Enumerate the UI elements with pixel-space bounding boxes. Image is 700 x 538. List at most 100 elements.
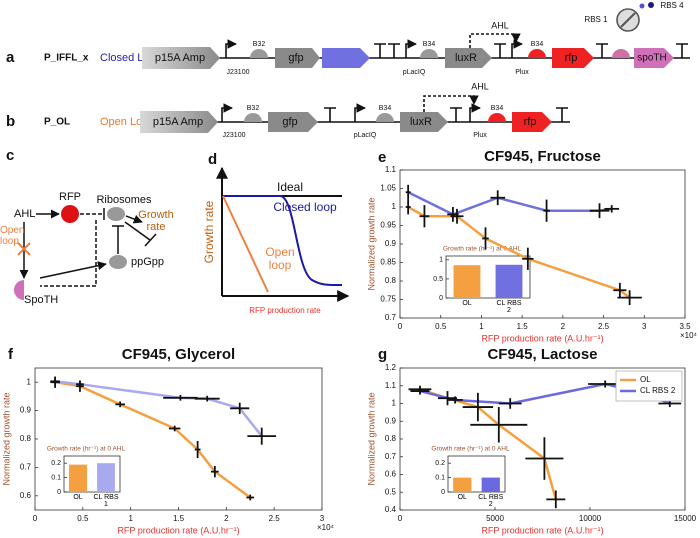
x-tick-label: 3 (320, 514, 325, 523)
x-tick-label: 1.5 (517, 322, 529, 331)
curve-label: Ideal (277, 180, 303, 194)
construct-name: P_IFFL_x (44, 53, 89, 64)
regulation (469, 33, 521, 48)
panel-d: d Growth rate RFP production rate Ideal … (202, 151, 350, 315)
terminator (676, 43, 688, 58)
inset-title: Growth rate (hr⁻¹) at 0 AHL (47, 446, 126, 453)
y-tick-label: 0.7 (385, 452, 397, 461)
node-label: AHL (14, 208, 35, 220)
part-label: luxR (410, 116, 432, 128)
inset-category-label: OL (462, 300, 472, 307)
part-label: Plux (515, 69, 529, 76)
y-tick-label: 0.5 (385, 487, 397, 496)
node (61, 205, 79, 223)
node-label: RFP (59, 191, 81, 203)
part (142, 47, 220, 69)
promoter (405, 39, 417, 58)
chart-title: CF945, Glycerol (122, 346, 235, 363)
inset-category-label: OL (73, 494, 83, 501)
part-label: spoTH (637, 53, 666, 64)
node-label: ppGpp (131, 256, 164, 268)
part-label: RBS 4 (660, 1, 684, 10)
regulation (40, 220, 97, 287)
y-tick-label: 0.9 (20, 406, 32, 415)
rbs (420, 49, 438, 58)
x-tick-label: 1.5 (173, 514, 185, 523)
y-tick-label: 1.1 (385, 381, 397, 390)
part-label: B34 (379, 105, 392, 112)
y-tick-label: 0.8 (385, 276, 397, 285)
inset-category-label: CL RBS 2 (478, 494, 504, 509)
chart-title: CF945, Fructose (484, 148, 601, 165)
series-line (407, 191, 612, 216)
part (512, 112, 552, 132)
inset-tick-label: 1 (439, 257, 443, 264)
rbs (250, 49, 268, 58)
x-tick-label: 0 (398, 514, 403, 523)
part (400, 112, 448, 132)
promoter (221, 103, 233, 122)
y-tick-label: 1.1 (385, 165, 397, 174)
part-label: B32 (253, 41, 266, 48)
rbs (244, 113, 262, 122)
legend-label: CL RBS 2 (640, 386, 676, 395)
y-tick-label: 0.8 (20, 434, 32, 443)
x-tick-label: 0.5 (435, 322, 447, 331)
inset-title: Growth rate (hr⁻¹) at 0 AHL (443, 246, 522, 253)
y-axis-label: Normalized growth rate (366, 197, 376, 290)
x-tick-label: 5000 (486, 514, 504, 523)
y-tick-label: 0.85 (380, 258, 396, 267)
part-label: B32 (247, 105, 260, 112)
part-label: p15A Amp (153, 116, 203, 128)
x-multiplier: ×10⁴ (317, 523, 335, 532)
panel-label: b (6, 113, 15, 130)
inset-tick-label: 0.5 (433, 276, 443, 283)
x-tick-label: 2.5 (598, 322, 610, 331)
part-label: B34 (531, 41, 544, 48)
inset-tick-label: 0 (57, 489, 61, 496)
y-tick-label: 1.2 (385, 363, 397, 372)
y-tick-label: 0.6 (20, 491, 32, 500)
arrow (39, 261, 107, 279)
inset-category-label: OL (457, 494, 467, 501)
y-tick-label: 0.9 (385, 416, 397, 425)
y-axis-label: Normalized growth rate (1, 392, 11, 485)
y-tick-label: 0.4 (385, 505, 397, 514)
part (634, 48, 674, 68)
axis-label: Growth rate (202, 200, 216, 263)
curve-label: Open loop (265, 245, 295, 272)
panel-label: d (208, 151, 217, 168)
panel-a: a P_IFFL_x Closed Loop (CL) p15A Amp J23… (6, 1, 690, 76)
chart-title: CF945, Lactose (487, 346, 597, 363)
part (140, 111, 218, 133)
node-label: Ribosomes (96, 194, 152, 206)
y-tick-label: 0.8 (385, 434, 397, 443)
inset-bar (481, 477, 500, 492)
part-label: J23100 (227, 69, 250, 76)
open-loop-label: Open loop (0, 225, 25, 247)
node (109, 255, 127, 269)
x-tick-label: 3.5 (679, 322, 691, 331)
terminator (494, 43, 506, 58)
node (14, 280, 24, 300)
inhibition (144, 233, 157, 247)
part-label: Plux (473, 132, 487, 139)
rbs (612, 49, 630, 58)
x-tick-label: 1 (128, 514, 133, 523)
part-label: rfp (524, 116, 537, 128)
panel-b: b P_OL Open Loop (OL) p15A Amp J23100 B3… (6, 81, 570, 139)
rbs (528, 49, 546, 58)
y-tick-label: 1 (392, 202, 397, 211)
part (268, 112, 318, 132)
inset-bar (97, 463, 115, 492)
part-label: B34 (423, 41, 436, 48)
y-tick-label: 0.75 (380, 295, 396, 304)
legend-box (615, 370, 683, 402)
y-tick-label: 1.05 (380, 184, 396, 193)
x-axis-label: RFP production rate (A.U.hr⁻¹) (481, 525, 603, 535)
rbs (488, 113, 506, 122)
inset-tick-label: 0.1 (435, 474, 445, 481)
node-label: Growth rate (138, 209, 174, 233)
x-tick-label: 2.5 (269, 514, 281, 523)
y-tick-label: 0.7 (20, 463, 32, 472)
